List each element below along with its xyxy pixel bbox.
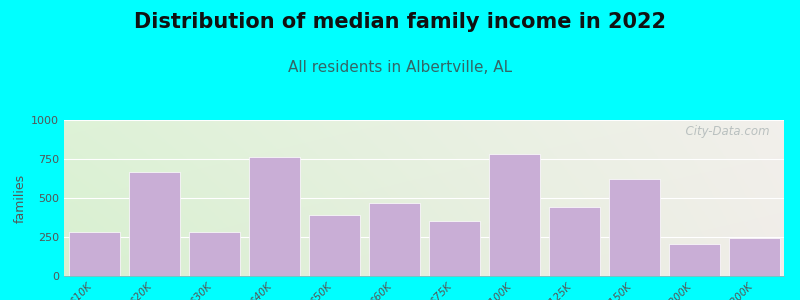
Bar	[69, 232, 119, 276]
Bar	[309, 215, 359, 276]
Text: City-Data.com: City-Data.com	[678, 125, 770, 138]
Bar	[189, 232, 239, 276]
Bar	[369, 203, 419, 276]
Bar	[489, 154, 539, 276]
Text: Distribution of median family income in 2022: Distribution of median family income in …	[134, 12, 666, 32]
Y-axis label: families: families	[14, 173, 27, 223]
Bar	[549, 207, 599, 276]
Bar	[249, 158, 299, 276]
Bar	[729, 238, 779, 276]
Text: All residents in Albertville, AL: All residents in Albertville, AL	[288, 60, 512, 75]
Bar	[429, 221, 479, 276]
Bar	[669, 244, 719, 276]
Bar	[609, 179, 659, 276]
Bar	[129, 172, 179, 276]
